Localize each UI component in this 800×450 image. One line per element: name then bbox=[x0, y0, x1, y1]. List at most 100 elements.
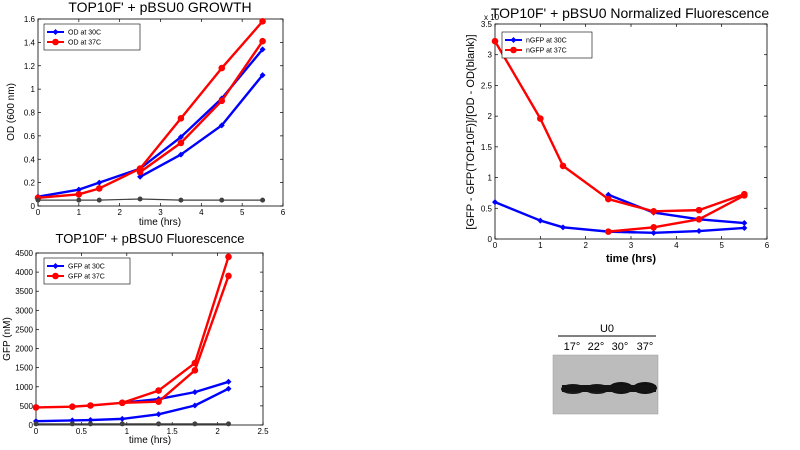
data-point bbox=[119, 415, 126, 422]
data-point bbox=[118, 399, 126, 407]
blot-title: U0 bbox=[600, 323, 614, 335]
series-od-at-37c-rep-2- bbox=[136, 37, 266, 176]
data-point bbox=[191, 367, 199, 374]
data-point bbox=[191, 402, 198, 409]
data-point bbox=[219, 197, 225, 203]
data-point bbox=[218, 122, 225, 129]
y-tick-label: 0.5 bbox=[481, 204, 493, 213]
data-point bbox=[87, 402, 94, 409]
data-point bbox=[260, 197, 266, 203]
data-point bbox=[177, 134, 184, 141]
x-tick-label: 2.5 bbox=[257, 427, 269, 436]
data-point bbox=[696, 228, 702, 235]
data-point bbox=[225, 421, 231, 427]
series-ngfp-at-37c bbox=[491, 37, 748, 215]
growth-chart: TOP10F' + pBSU0 GROWTH time (hrs) OD (60… bbox=[6, 0, 286, 228]
series-line bbox=[122, 380, 229, 405]
y-tick-label: 0.8 bbox=[24, 109, 36, 118]
x-tick-label: 0 bbox=[493, 241, 498, 250]
data-point bbox=[155, 387, 162, 394]
blot-lane-label: 37° bbox=[637, 341, 654, 353]
data-point bbox=[225, 272, 232, 280]
y-tick-label: 1.4 bbox=[24, 38, 36, 47]
y-tick-label: 1 bbox=[488, 174, 493, 183]
legend-label: OD at 37C bbox=[68, 40, 101, 47]
data-point bbox=[155, 398, 162, 405]
data-point bbox=[259, 46, 266, 53]
series-line bbox=[37, 48, 264, 198]
x-tick-label: 0 bbox=[34, 427, 39, 436]
y-tick-label: 1500 bbox=[15, 364, 33, 373]
data-point bbox=[559, 162, 567, 170]
y-tick-label: 1000 bbox=[15, 383, 33, 392]
y-tick-label: 3000 bbox=[15, 306, 33, 315]
data-point bbox=[95, 185, 103, 192]
x-tick-label: 2 bbox=[117, 208, 122, 217]
y-tick-label: 3500 bbox=[15, 287, 33, 296]
data-point bbox=[192, 421, 198, 427]
x-tick-label: 1 bbox=[125, 427, 130, 436]
chart-title: TOP10F' + pBSU0 Normalized Fluorescence bbox=[491, 5, 769, 21]
data-point bbox=[741, 224, 748, 231]
data-point bbox=[32, 404, 40, 411]
data-point bbox=[492, 199, 498, 206]
blot-band-core bbox=[562, 385, 656, 392]
y-tick-label: 2.5 bbox=[481, 81, 493, 90]
data-point bbox=[178, 197, 184, 203]
y-tick-label: 3 bbox=[488, 51, 493, 60]
y-axis-label: [GFP - GFP(TOP10F)]/[OD - OD(blank)] bbox=[465, 34, 477, 229]
data-point bbox=[52, 263, 59, 269]
y-tick-label: 500 bbox=[20, 402, 34, 411]
data-point bbox=[259, 72, 266, 79]
legend-box bbox=[43, 23, 141, 51]
x-tick-label: 0.5 bbox=[76, 427, 88, 436]
data-point bbox=[741, 192, 748, 199]
y-axis-label: OD (600 nm) bbox=[6, 83, 17, 141]
data-point bbox=[75, 191, 83, 198]
y-tick-label: 1 bbox=[31, 85, 36, 94]
y-tick-label: 1.6 bbox=[24, 15, 36, 24]
data-point bbox=[136, 168, 144, 176]
western-blot: U0 17° 22° 30° 37° bbox=[552, 323, 659, 415]
data-point bbox=[695, 206, 703, 214]
y-tick-label: 0.2 bbox=[24, 179, 36, 188]
y-tick-label: 1.2 bbox=[24, 62, 36, 71]
x-tick-label: 5 bbox=[719, 241, 724, 250]
data-point bbox=[650, 208, 657, 215]
data-point bbox=[35, 197, 41, 203]
x-tick-label: 0 bbox=[36, 208, 41, 217]
legend-label: nGFP at 37C bbox=[526, 48, 567, 55]
x-axis-label: time (hrs) bbox=[606, 253, 656, 265]
data-point bbox=[96, 197, 102, 203]
data-point bbox=[52, 29, 59, 35]
y-tick-label: 4000 bbox=[15, 268, 33, 277]
data-point bbox=[491, 37, 499, 45]
series-line bbox=[139, 74, 264, 178]
data-point bbox=[218, 64, 226, 72]
y-tick-label: 3.5 bbox=[481, 20, 493, 29]
x-tick-label: 6 bbox=[281, 208, 286, 217]
data-point bbox=[537, 115, 544, 122]
data-point bbox=[156, 421, 162, 427]
x-tick-label: 3 bbox=[629, 241, 634, 250]
normalized-fluorescence-chart: TOP10F' + pBSU0 Normalized Fluorescence … bbox=[465, 5, 770, 265]
data-point bbox=[510, 37, 517, 43]
x-tick-label: 1 bbox=[538, 241, 543, 250]
data-point bbox=[155, 411, 162, 418]
data-point bbox=[69, 421, 75, 427]
data-point bbox=[119, 421, 125, 427]
plot-area bbox=[35, 252, 264, 426]
data-point bbox=[87, 417, 94, 424]
data-point bbox=[225, 253, 232, 261]
data-point bbox=[177, 139, 185, 147]
legend-label: GFP at 30C bbox=[68, 264, 105, 271]
data-point bbox=[605, 195, 612, 203]
data-point bbox=[137, 196, 143, 202]
y-tick-label: 4500 bbox=[15, 249, 33, 258]
data-point bbox=[537, 217, 544, 224]
series-blank bbox=[35, 196, 266, 203]
data-point bbox=[695, 216, 703, 223]
data-point bbox=[259, 18, 266, 25]
legend-box bbox=[43, 257, 131, 285]
